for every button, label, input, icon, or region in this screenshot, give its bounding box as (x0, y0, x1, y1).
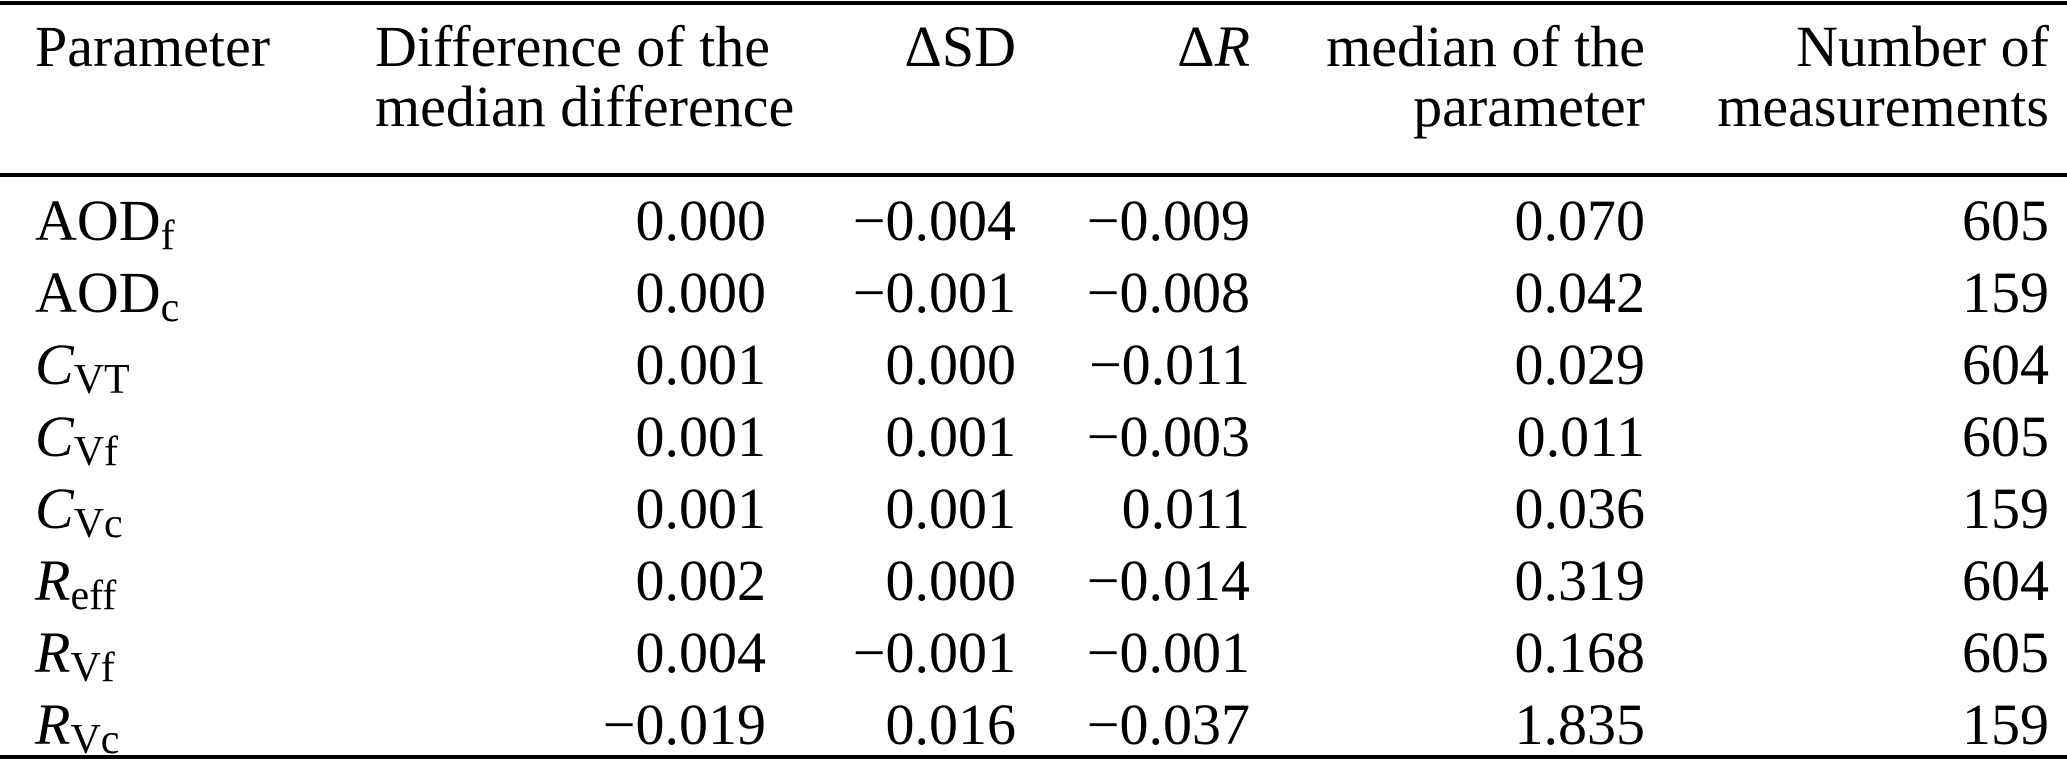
parameter-cell: CVf (35, 401, 375, 473)
median-of-parameter-cell: 1.835 (1514, 692, 1646, 757)
parameter-symbol: AOD (35, 188, 161, 253)
table-top-rule (0, 1, 2067, 5)
table-row-r-vf: RVf 0.004 −0.001 −0.001 0.168 605 (35, 617, 2049, 689)
table-row-c-vf: CVf 0.001 0.001 −0.003 0.011 605 (35, 401, 2049, 473)
table-header: Parameter Difference of the median diffe… (35, 5, 2049, 185)
n-measurements-cell: 605 (1962, 620, 2049, 685)
table-bottom-rule (0, 755, 2067, 759)
diff-of-median-difference-cell: −0.019 (602, 692, 766, 757)
parameter-cell: AODf (35, 185, 375, 257)
header-line: Difference of the (375, 14, 771, 79)
header-line: parameter (1413, 74, 1645, 139)
header-line: median difference (375, 74, 795, 139)
delta-r-cell: −0.008 (1086, 260, 1250, 325)
parameter-cell: CVc (35, 473, 375, 545)
median-of-parameter-cell: 0.011 (1516, 404, 1645, 469)
median-of-parameter-cell: 0.029 (1514, 332, 1646, 397)
table-row-c-vt: CVT 0.001 0.000 −0.011 0.029 604 (35, 329, 2049, 401)
delta-r-cell: −0.014 (1086, 548, 1250, 613)
table-row-c-vc: CVc 0.001 0.001 0.011 0.036 159 (35, 473, 2049, 545)
delta-symbol: Δ (1177, 14, 1215, 79)
delta-r-cell: −0.037 (1086, 692, 1250, 757)
parameter-symbol: C (35, 404, 74, 469)
column-header-number-of-measurements: Number of measurements (1645, 5, 2049, 185)
parameter-cell: CVT (35, 329, 375, 401)
parameter-cell: Reff (35, 545, 375, 617)
r-symbol: R (1214, 14, 1250, 79)
parameter-symbol: R (35, 692, 71, 757)
column-header-parameter: Parameter (35, 5, 375, 185)
median-of-parameter-cell: 0.036 (1514, 476, 1646, 541)
delta-sd-cell: −0.001 (852, 620, 1016, 685)
diff-of-median-difference-cell: 0.001 (635, 476, 767, 541)
parameter-cell: RVc (35, 689, 375, 761)
diff-of-median-difference-cell: 0.004 (635, 620, 767, 685)
table-row-aod-f: AODf 0.000 −0.004 −0.009 0.070 605 (35, 185, 2049, 257)
parameter-symbol: R (35, 620, 71, 685)
delta-sd-cell: 0.001 (885, 404, 1017, 469)
table-row-aod-c: AODc 0.000 −0.001 −0.008 0.042 159 (35, 257, 2049, 329)
column-header-median-of-parameter: median of the parameter (1250, 5, 1645, 185)
diff-of-median-difference-cell: 0.000 (635, 260, 767, 325)
parameter-symbol: AOD (35, 260, 161, 325)
table-header-rule (0, 173, 2067, 177)
median-of-parameter-cell: 0.042 (1514, 260, 1646, 325)
parameter-symbol: R (35, 548, 71, 613)
delta-sd-cell: 0.016 (885, 692, 1017, 757)
header-line: measurements (1717, 74, 2049, 139)
delta-sd-cell: 0.000 (885, 548, 1017, 613)
delta-r-cell: −0.009 (1086, 188, 1250, 253)
n-measurements-cell: 604 (1962, 548, 2049, 613)
table-body: AODf 0.000 −0.004 −0.009 0.070 605 AODc … (35, 185, 2049, 761)
header-row: Parameter Difference of the median diffe… (35, 5, 2049, 185)
parameter-symbol: C (35, 476, 74, 541)
parameter-subscript: f (160, 213, 175, 260)
n-measurements-cell: 159 (1962, 260, 2049, 325)
delta-r-cell: −0.003 (1086, 404, 1250, 469)
table-row-r-eff: Reff 0.002 0.000 −0.014 0.319 604 (35, 545, 2049, 617)
n-measurements-cell: 159 (1962, 476, 2049, 541)
column-header-delta-sd: ΔSD (766, 5, 1016, 185)
delta-sd-cell: 0.000 (885, 332, 1017, 397)
column-header-delta-r: ΔR (1016, 5, 1250, 185)
table-row-r-vc: RVc −0.019 0.016 −0.037 1.835 159 (35, 689, 2049, 761)
delta-sd-cell: 0.001 (885, 476, 1017, 541)
parameter-symbol: C (35, 332, 74, 397)
diff-of-median-difference-cell: 0.001 (635, 332, 767, 397)
median-of-parameter-cell: 0.319 (1514, 548, 1646, 613)
diff-of-median-difference-cell: 0.002 (635, 548, 767, 613)
parameter-subscript: Vf (70, 645, 115, 692)
delta-r-cell: 0.011 (1121, 476, 1250, 541)
delta-r-cell: −0.001 (1086, 620, 1250, 685)
n-measurements-cell: 605 (1962, 404, 2049, 469)
statistics-table: Parameter Difference of the median diffe… (35, 5, 2049, 762)
median-of-parameter-cell: 0.070 (1514, 188, 1646, 253)
header-line: Number of (1796, 14, 2049, 79)
header-line: median of the (1326, 14, 1645, 79)
parameter-cell: AODc (35, 257, 375, 329)
parameter-subscript: VT (73, 357, 130, 404)
n-measurements-cell: 159 (1962, 692, 2049, 757)
n-measurements-cell: 605 (1962, 188, 2049, 253)
header-line: ΔSD (904, 14, 1016, 79)
header-line: Parameter (35, 14, 271, 79)
parameter-subscript: eff (70, 573, 117, 620)
parameter-subscript: c (160, 285, 180, 332)
median-of-parameter-cell: 0.168 (1514, 620, 1646, 685)
header-line: ΔR (1016, 17, 1250, 77)
parameter-subscript: Vc (73, 501, 123, 548)
n-measurements-cell: 604 (1962, 332, 2049, 397)
parameter-subscript: Vf (73, 429, 119, 476)
diff-of-median-difference-cell: 0.000 (635, 188, 767, 253)
column-header-difference-of-median-difference: Difference of the median difference (375, 5, 795, 185)
delta-sd-cell: −0.001 (852, 260, 1016, 325)
delta-sd-cell: −0.004 (852, 188, 1016, 253)
diff-of-median-difference-cell: 0.001 (635, 404, 767, 469)
parameter-cell: RVf (35, 617, 375, 689)
parameter-subscript: Vc (70, 717, 120, 764)
delta-r-cell: −0.011 (1088, 332, 1250, 397)
